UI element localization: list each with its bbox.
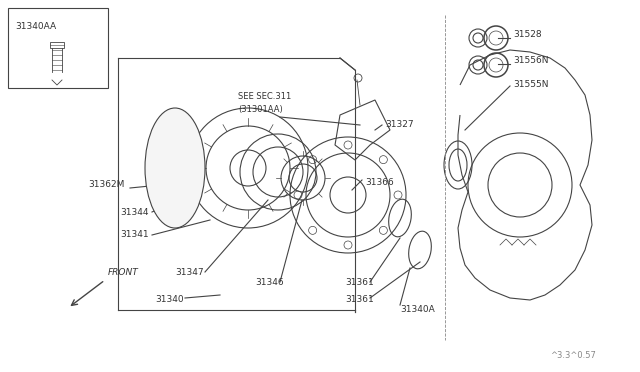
Text: 31528: 31528 bbox=[513, 30, 541, 39]
Text: 31556N: 31556N bbox=[513, 56, 548, 65]
Bar bbox=[50, 42, 64, 48]
Text: 31361: 31361 bbox=[345, 278, 374, 287]
Text: 31341: 31341 bbox=[120, 230, 148, 239]
Text: (31301AA): (31301AA) bbox=[238, 105, 283, 114]
Bar bbox=[8, 8, 108, 88]
Text: 31366: 31366 bbox=[365, 178, 394, 187]
Text: 31340: 31340 bbox=[155, 295, 184, 304]
Text: 31344: 31344 bbox=[120, 208, 148, 217]
Text: 31327: 31327 bbox=[385, 120, 413, 129]
Text: 31555N: 31555N bbox=[513, 80, 548, 89]
Text: ^3.3^0.57: ^3.3^0.57 bbox=[550, 351, 596, 360]
Text: FRONT: FRONT bbox=[108, 268, 139, 277]
Text: 31361: 31361 bbox=[345, 295, 374, 304]
Text: 31362M: 31362M bbox=[88, 180, 124, 189]
Text: 31340AA: 31340AA bbox=[15, 22, 56, 31]
Text: 31346: 31346 bbox=[255, 278, 284, 287]
Ellipse shape bbox=[145, 108, 205, 228]
Text: SEE SEC.311: SEE SEC.311 bbox=[238, 92, 291, 101]
Text: 31340A: 31340A bbox=[400, 305, 435, 314]
Text: 31347: 31347 bbox=[175, 268, 204, 277]
